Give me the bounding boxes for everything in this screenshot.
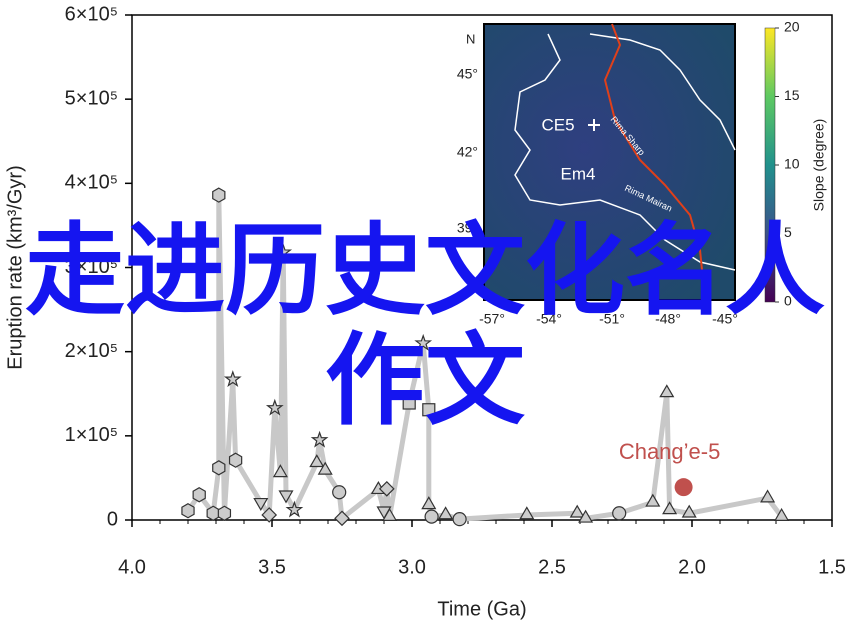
- y-tick-label: 1×10⁵: [65, 424, 118, 446]
- marker: [261, 507, 278, 523]
- marker: [662, 501, 678, 515]
- marker: [519, 506, 535, 520]
- y-axis-label: Eruption rate (km³/Gyr): [4, 165, 26, 369]
- y-tick-label: 4×10⁵: [65, 172, 118, 194]
- x-tick-label: 4.0: [118, 556, 146, 578]
- y-tick-label: 0: [107, 508, 118, 530]
- highlight-label: Chang’e-5: [619, 439, 721, 464]
- colorbar-tick-label: 5: [784, 224, 792, 240]
- marker: [272, 464, 288, 478]
- x-tick-label: 3.0: [398, 556, 426, 578]
- site-label: CE5: [541, 115, 574, 134]
- marker: [424, 509, 439, 524]
- marker: [228, 452, 243, 468]
- y-tick-label: 3×10⁵: [65, 256, 118, 278]
- lon-label: -51°: [599, 311, 625, 327]
- lon-label: -48°: [655, 311, 681, 327]
- y-tick-label: 6×10⁵: [65, 3, 118, 25]
- marker: [681, 504, 697, 518]
- marker: [206, 505, 220, 521]
- y-tick-label: 5×10⁵: [65, 87, 118, 109]
- colorbar-tick-label: 15: [784, 87, 800, 103]
- mare-boundary: [514, 33, 736, 271]
- x-tick-label: 2.5: [538, 556, 566, 578]
- colorbar-ticks: 0 5 10 15 20: [775, 19, 800, 309]
- site-label: Em4: [561, 164, 596, 183]
- marker: [285, 500, 304, 518]
- x-tick-label: 2.0: [678, 556, 706, 578]
- colorbar-tick-label: 20: [784, 19, 800, 35]
- marker: [253, 497, 269, 512]
- marker: [334, 510, 350, 527]
- colorbar-tick-label: 0: [784, 293, 792, 309]
- marker: [659, 384, 675, 398]
- marker: [438, 506, 454, 520]
- lat-label: 45°: [457, 66, 478, 82]
- marker: [212, 460, 226, 476]
- marker: [223, 370, 242, 387]
- marker: [452, 512, 467, 527]
- y-tick-label: 2×10⁵: [65, 340, 118, 362]
- marker: [645, 493, 661, 507]
- inset-map: N 45° 42° 39° -57° -54° -51° -48° -45° C…: [457, 19, 827, 327]
- marker: [217, 505, 232, 521]
- marker: [309, 454, 325, 468]
- overlay-text: 作文: [325, 322, 525, 439]
- marker: [212, 187, 226, 203]
- lat-label: 42°: [457, 144, 478, 160]
- rille: [603, 23, 706, 301]
- site-cross: [588, 119, 600, 131]
- x-axis-label: Time (Ga): [437, 598, 526, 620]
- marker: [274, 243, 293, 260]
- marker: [760, 489, 776, 503]
- marker: [578, 509, 594, 523]
- lon-label: -45°: [712, 311, 738, 327]
- marker: [310, 430, 329, 448]
- overlay-text: 走进历史文化名人: [25, 212, 825, 329]
- highlight-marker: [674, 478, 693, 497]
- x-tick-label: 1.5: [818, 556, 846, 578]
- marker: [774, 507, 790, 521]
- north-label: N: [466, 31, 475, 46]
- marker: [421, 496, 437, 510]
- marker: [278, 490, 294, 504]
- marker: [402, 396, 416, 410]
- marker: [422, 403, 436, 417]
- overlay: 走进历史文化名人 作文: [25, 212, 825, 439]
- lat-label: 39°: [457, 220, 478, 236]
- plot-area: 4.0 3.5 3.0 2.5 2.0 1.5 0 1×10⁵ 2×10⁵ 3×10⁵ 4×10⁵ 5…: [4, 3, 846, 620]
- lon-label: -57°: [479, 311, 505, 327]
- marker: [612, 506, 627, 521]
- marker: [378, 481, 395, 497]
- marker: [181, 503, 195, 519]
- marker: [332, 485, 347, 500]
- colorbar-tick-label: 10: [784, 156, 800, 172]
- marker: [414, 333, 433, 351]
- marker: [265, 398, 284, 416]
- marker: [317, 461, 333, 475]
- marker: [569, 504, 585, 518]
- marker: [382, 507, 398, 521]
- lon-label: -54°: [536, 311, 562, 327]
- colorbar-label: Slope (degree): [811, 119, 827, 212]
- x-tick-label: 3.5: [258, 556, 286, 578]
- marker: [192, 487, 206, 503]
